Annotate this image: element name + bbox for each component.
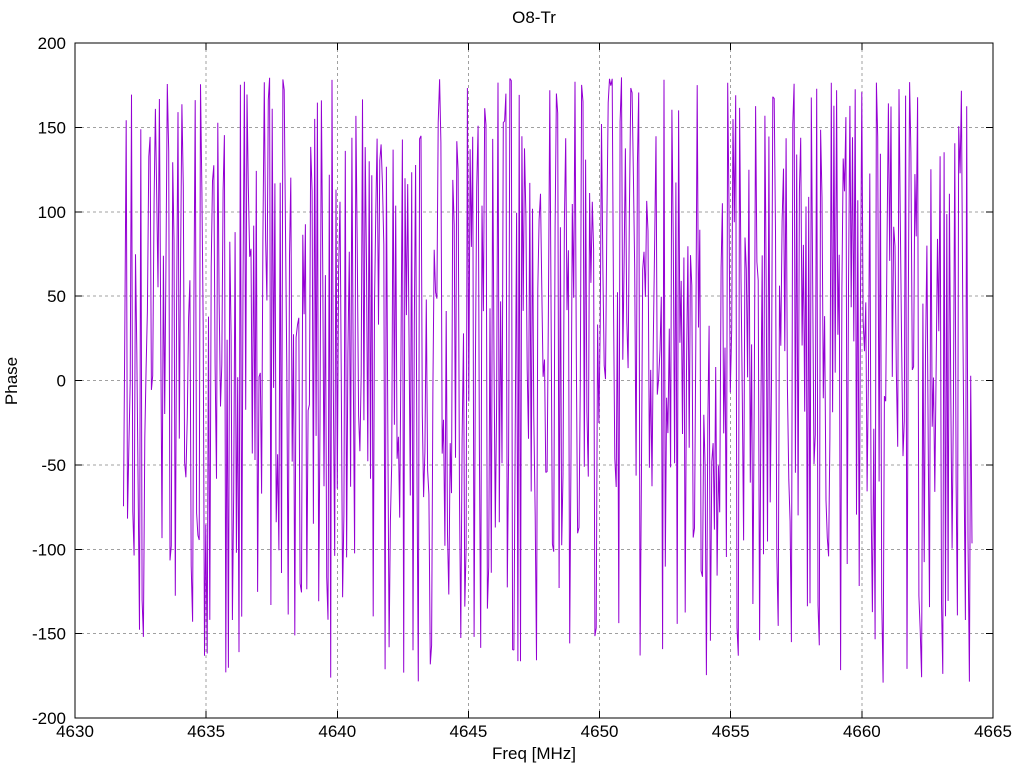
x-tick-label: 4645 [450,722,488,741]
x-tick-label: 4650 [581,722,619,741]
series-line [123,77,973,683]
chart-title: O8-Tr [512,8,556,27]
y-tick-label: 0 [57,372,66,391]
y-tick-label: -100 [32,540,66,559]
x-axis-label: Freq [MHz] [491,744,577,763]
y-tick-label: 100 [38,203,66,222]
y-tick-label: -50 [41,456,66,475]
x-tick-label: 4665 [974,722,1012,741]
y-tick-label: 150 [38,118,66,137]
x-tick-label: 4660 [843,722,881,741]
y-tick-label: -150 [32,625,66,644]
plot-border [74,42,994,719]
x-tick-label: 4635 [187,722,225,741]
x-tick-label: 4640 [318,722,356,741]
y-tick-label: -200 [32,709,66,728]
y-tick-label: 200 [38,34,66,53]
x-tick-label: 4630 [56,722,94,741]
x-tick-label: 4655 [712,722,750,741]
y-tick-label: 50 [47,287,66,306]
